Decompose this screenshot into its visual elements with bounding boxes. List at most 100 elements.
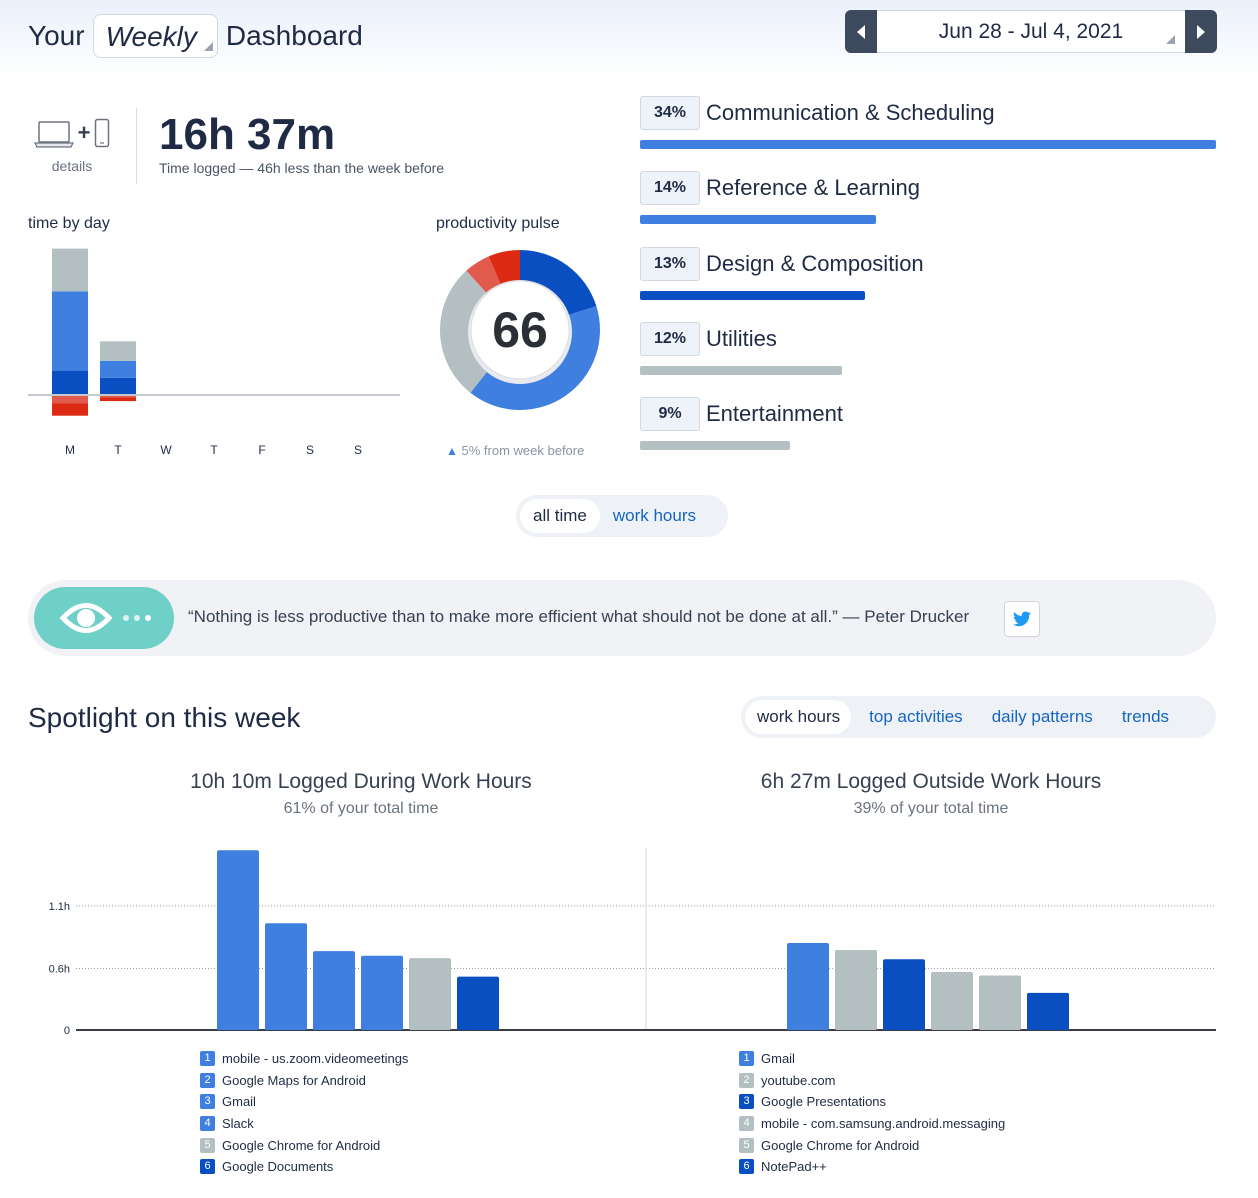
outside-hours-legend: 1 Gmail 2 youtube.com 3 Google Presentations 4… [739,1048,1005,1178]
left-activity-bar[interactable] [409,958,451,1030]
legend-item[interactable]: 5 Google Chrome for Android [739,1134,1005,1156]
right-activity-bar[interactable] [979,975,1021,1031]
legend-item[interactable]: 1 mobile - us.zoom.videomeetings [200,1048,408,1070]
day-bar-segment[interactable] [52,403,88,416]
legend-item[interactable]: 4 mobile - com.samsung.android.messaging [739,1113,1005,1135]
devices-details[interactable]: + details [28,116,116,174]
pulse-slice [440,270,491,393]
legend-item[interactable]: 6 Google Documents [200,1156,408,1178]
legend-number: 6 [739,1159,754,1175]
y-tick-label: 1.1h [49,901,70,913]
category-name: Communication & Scheduling [706,100,995,125]
day-bar-segment[interactable] [52,291,88,371]
left-activity-bar[interactable] [265,923,307,1030]
category-name: Reference & Learning [706,175,921,200]
chevron-right-icon [1197,24,1205,39]
pulse-slice [488,250,520,286]
legend-item[interactable]: 1 Gmail [739,1048,1005,1070]
category-percent: 9% [640,397,700,431]
tab-work-hours[interactable]: work hours [745,700,852,734]
category-row[interactable]: 14% Reference & Learning [640,171,1220,224]
tab-top-activities[interactable]: top activities [869,707,963,726]
legend-label: Google Presentations [761,1094,887,1110]
category-name: Utilities [706,326,777,351]
day-bar-segment[interactable] [52,248,88,292]
day-bar-segment[interactable] [52,370,88,395]
spotlight-chart: 0 0.6h 1.1h [49,848,1216,1037]
right-activity-bar[interactable] [883,959,925,1030]
legend-number: 5 [200,1137,215,1153]
category-bar [640,441,790,450]
plus-icon: + [77,120,91,145]
legend-label: NotePad++ [761,1159,827,1175]
productivity-pulse-chart: 66 [440,250,600,410]
category-row[interactable]: 12% Utilities [640,322,1220,375]
toggle-work-hours[interactable]: work hours [612,506,696,525]
legend-item[interactable]: 2 youtube.com [739,1070,1005,1092]
page-title: Your Weekly Dashboard [28,14,363,58]
twitter-share-button[interactable] [1004,601,1040,637]
day-label: M [65,443,75,457]
day-bar-segment[interactable] [100,360,136,378]
spotlight-title: Spotlight on this week [28,702,301,733]
tab-trends[interactable]: trends [1121,707,1170,726]
legend-number: 1 [200,1051,215,1067]
category-row[interactable]: 13% Design & Composition [640,247,1220,300]
toggle-all-time[interactable]: all time [520,499,600,533]
prev-week-button[interactable] [845,10,877,53]
pulse-change-text: 5% from week before [461,443,585,458]
legend-item[interactable]: 5 Google Chrome for Android [200,1134,408,1156]
category-bar [640,215,876,224]
day-bar-segment[interactable] [100,341,136,361]
pulse-label: productivity pulse [436,215,560,232]
eye-icon [59,603,151,633]
day-label: S [306,443,314,457]
date-range-select[interactable]: Jun 28 - Jul 4, 2021 [877,10,1185,53]
day-bar-segment[interactable] [100,395,136,398]
category-percent: 14% [640,171,700,205]
pulse-slice [520,250,597,316]
legend-label: Slack [222,1116,254,1132]
phone-icon [95,118,110,148]
right-activity-bar[interactable] [1027,992,1069,1030]
left-activity-bar[interactable] [313,951,355,1030]
details-link[interactable]: details [51,158,93,174]
legend-number: 4 [739,1116,754,1132]
left-activity-bar[interactable] [361,955,403,1030]
day-bar-segment[interactable] [100,377,136,395]
twitter-icon [1013,611,1031,627]
right-activity-bar[interactable] [835,950,877,1030]
spotlight-tabs: work hours top activities daily patterns… [741,696,1216,738]
legend-item[interactable]: 4 Slack [200,1113,408,1135]
next-week-button[interactable] [1185,10,1217,53]
legend-number: 5 [739,1137,754,1153]
time-by-day-label: time by day [28,215,110,232]
legend-label: youtube.com [761,1072,836,1088]
legend-item[interactable]: 3 Google Presentations [739,1091,1005,1113]
category-row[interactable]: 34% Communication & Scheduling [640,96,1220,149]
pulse-score: 66 [492,302,548,358]
right-activity-bar[interactable] [931,972,973,1030]
day-label: T [114,443,122,457]
left-activity-bar[interactable] [217,850,259,1030]
period-select[interactable]: Weekly [92,14,218,58]
day-label: W [160,443,172,457]
pulse-slice [470,306,600,410]
title-prefix: Your [28,20,85,51]
legend-item[interactable]: 2 Google Maps for Android [200,1070,408,1092]
work-hours-legend: 1 mobile - us.zoom.videomeetings 2 Google M… [200,1048,408,1178]
category-percent: 34% [640,96,700,130]
category-row[interactable]: 9% Entertainment [640,397,1220,450]
legend-item[interactable]: 6 NotePad++ [739,1156,1005,1178]
day-bar-segment[interactable] [100,397,136,402]
day-bar-segment[interactable] [52,395,88,404]
legend-item[interactable]: 3 Gmail [200,1091,408,1113]
left-activity-bar[interactable] [457,976,499,1030]
day-label: F [258,443,265,457]
tab-daily-patterns[interactable]: daily patterns [991,707,1093,726]
category-bar [640,366,842,375]
day-label: S [354,443,362,457]
right-activity-bar[interactable] [787,943,829,1030]
arrow-up-icon: ▲ [446,444,458,458]
